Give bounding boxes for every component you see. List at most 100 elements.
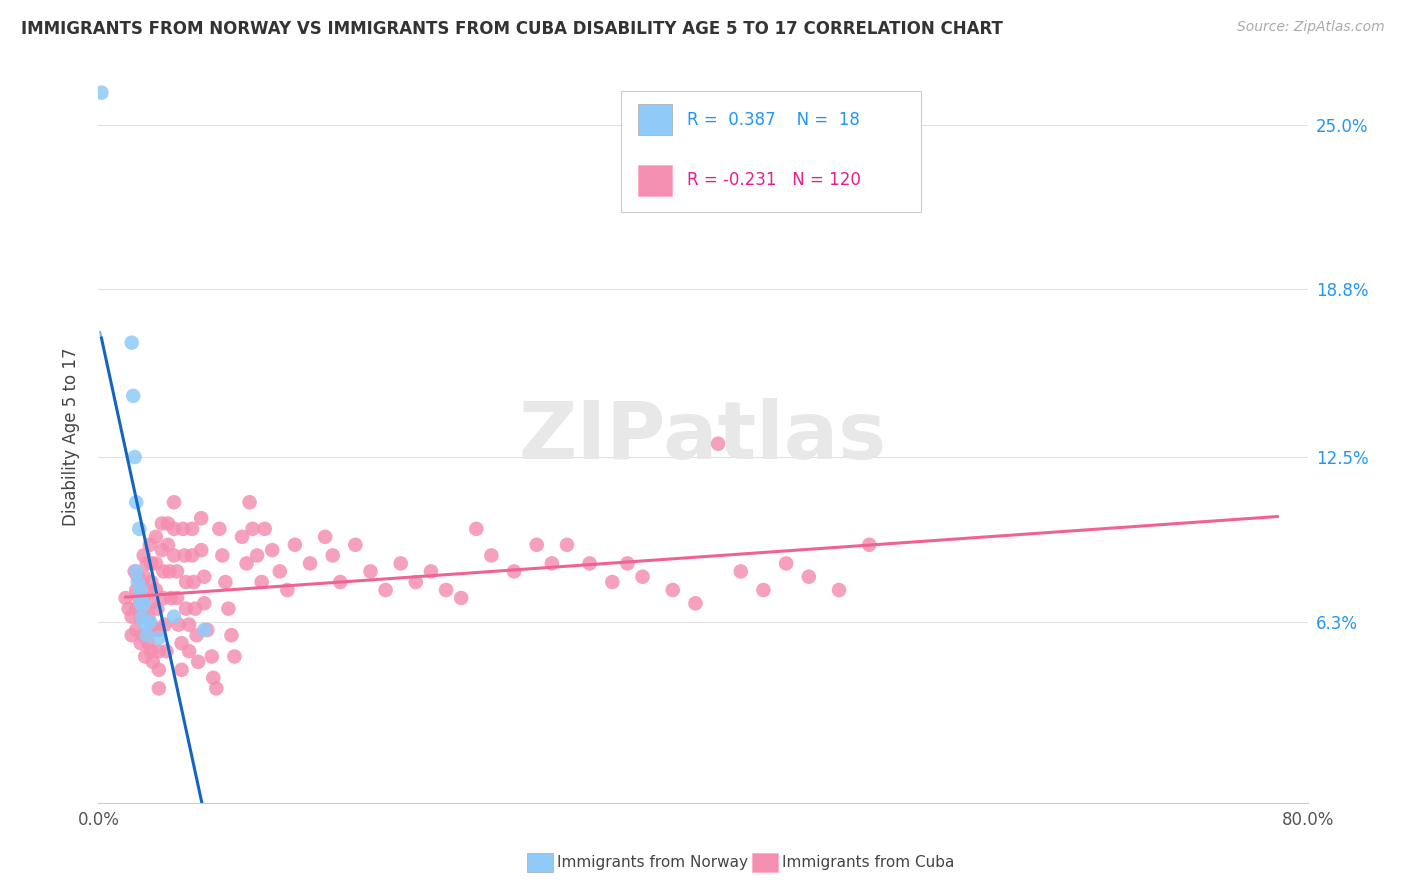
Point bbox=[121, 628, 143, 642]
Point bbox=[179, 617, 201, 632]
Point bbox=[246, 549, 269, 563]
Text: ZIPatlas: ZIPatlas bbox=[519, 398, 887, 476]
Point bbox=[201, 649, 224, 664]
Point bbox=[142, 655, 165, 669]
Point bbox=[211, 549, 233, 563]
Point bbox=[114, 591, 136, 605]
Point bbox=[183, 575, 205, 590]
Point bbox=[314, 530, 336, 544]
Point bbox=[208, 522, 231, 536]
Point bbox=[160, 591, 183, 605]
Point bbox=[150, 543, 173, 558]
Point bbox=[193, 570, 215, 584]
Point bbox=[250, 575, 273, 590]
Point bbox=[190, 543, 212, 558]
Point bbox=[125, 582, 148, 597]
Point bbox=[148, 663, 170, 677]
Point bbox=[129, 609, 152, 624]
Point bbox=[163, 549, 186, 563]
Point bbox=[141, 557, 163, 571]
Point bbox=[132, 628, 155, 642]
Point bbox=[124, 450, 146, 464]
Point bbox=[253, 522, 276, 536]
Point bbox=[170, 663, 193, 677]
Bar bbox=[638, 165, 672, 195]
Text: Source: ZipAtlas.com: Source: ZipAtlas.com bbox=[1237, 20, 1385, 34]
Point bbox=[193, 623, 215, 637]
Point bbox=[775, 557, 797, 571]
Point bbox=[129, 636, 152, 650]
Point bbox=[132, 596, 155, 610]
Point bbox=[121, 609, 143, 624]
Point bbox=[360, 565, 382, 579]
Point bbox=[148, 631, 170, 645]
Point bbox=[139, 615, 162, 629]
Point bbox=[172, 522, 194, 536]
Point bbox=[135, 557, 157, 571]
Point bbox=[389, 557, 412, 571]
Point bbox=[122, 389, 145, 403]
Point bbox=[124, 565, 146, 579]
Point bbox=[602, 575, 624, 590]
Point bbox=[217, 601, 239, 615]
Text: Immigrants from Norway: Immigrants from Norway bbox=[557, 855, 748, 870]
Point bbox=[329, 575, 352, 590]
Point bbox=[187, 655, 209, 669]
Point bbox=[146, 601, 169, 615]
Point bbox=[179, 644, 201, 658]
Point bbox=[132, 609, 155, 624]
Point bbox=[193, 596, 215, 610]
Point bbox=[828, 582, 851, 597]
Point bbox=[190, 511, 212, 525]
Point bbox=[118, 601, 141, 615]
Point bbox=[503, 565, 526, 579]
Point bbox=[128, 522, 150, 536]
Point bbox=[299, 557, 322, 571]
Point bbox=[148, 644, 170, 658]
Point bbox=[141, 575, 163, 590]
Point bbox=[205, 681, 228, 696]
Point bbox=[125, 601, 148, 615]
Point bbox=[156, 516, 179, 531]
Point bbox=[631, 570, 654, 584]
Point bbox=[127, 570, 149, 584]
Text: Immigrants from Cuba: Immigrants from Cuba bbox=[782, 855, 955, 870]
Point bbox=[284, 538, 307, 552]
Point bbox=[184, 601, 207, 615]
Point bbox=[121, 335, 143, 350]
Point bbox=[136, 636, 159, 650]
Point bbox=[153, 617, 176, 632]
Point bbox=[129, 596, 152, 610]
Point bbox=[231, 530, 253, 544]
Point bbox=[465, 522, 488, 536]
Point bbox=[163, 522, 186, 536]
Point bbox=[150, 516, 173, 531]
Point bbox=[166, 591, 188, 605]
Point bbox=[152, 591, 174, 605]
Point bbox=[145, 557, 167, 571]
Point bbox=[163, 609, 186, 624]
Point bbox=[174, 575, 197, 590]
Point bbox=[173, 549, 195, 563]
Point bbox=[526, 538, 548, 552]
Point bbox=[555, 538, 578, 552]
Point bbox=[858, 538, 880, 552]
Point bbox=[155, 644, 177, 658]
Point bbox=[125, 623, 148, 637]
Point bbox=[214, 575, 236, 590]
Point bbox=[450, 591, 472, 605]
Point bbox=[224, 649, 246, 664]
Point bbox=[221, 628, 243, 642]
Point bbox=[752, 582, 775, 597]
Point bbox=[481, 549, 503, 563]
Point bbox=[269, 565, 291, 579]
Point bbox=[139, 538, 162, 552]
Point bbox=[174, 601, 197, 615]
Point bbox=[148, 681, 170, 696]
Point bbox=[195, 623, 218, 637]
Point bbox=[127, 575, 149, 590]
Point bbox=[90, 86, 112, 100]
Point bbox=[405, 575, 427, 590]
Point bbox=[685, 596, 707, 610]
Point bbox=[235, 557, 257, 571]
